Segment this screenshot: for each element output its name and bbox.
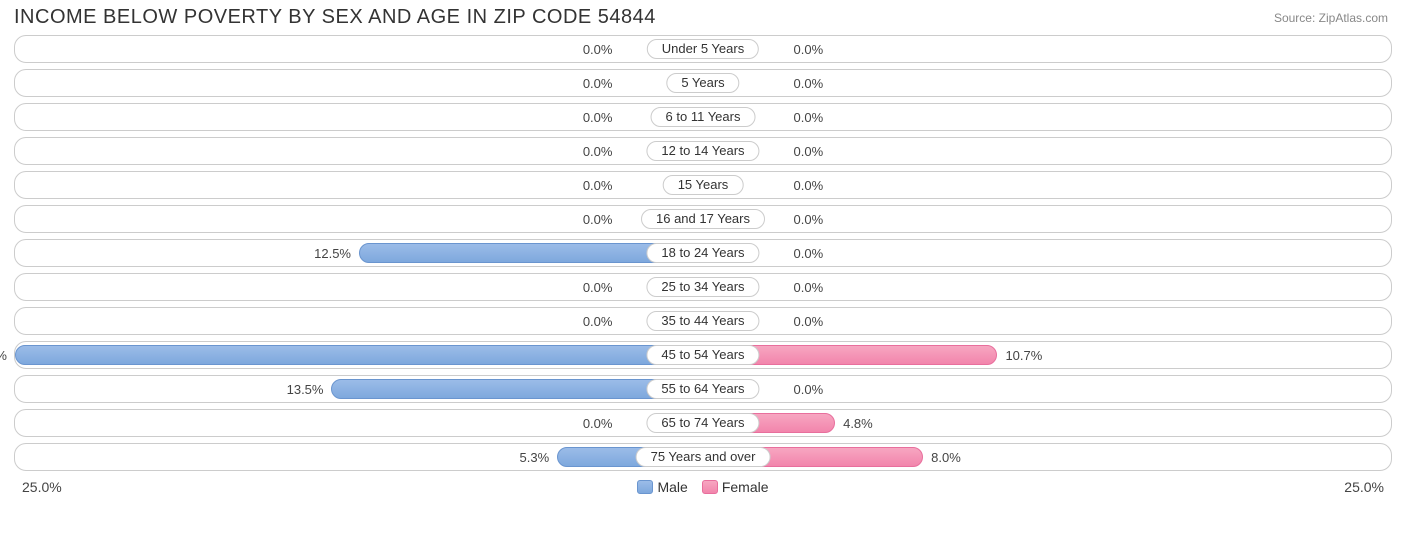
female-value: 0.0% (786, 104, 824, 130)
female-value: 8.0% (923, 444, 961, 470)
male-value: 0.0% (583, 70, 621, 96)
male-value: 25.0% (0, 342, 15, 368)
chart-row: 0.0% 0.0% Under 5 Years (14, 35, 1392, 63)
male-bar (15, 345, 703, 365)
legend-female-label: Female (722, 479, 769, 495)
category-label: 6 to 11 Years (651, 107, 756, 127)
chart-area: 0.0%0.0%Under 5 Years0.0%0.0%5 Years0.0%… (0, 31, 1406, 471)
female-value: 0.0% (786, 274, 824, 300)
chart-title: INCOME BELOW POVERTY BY SEX AND AGE IN Z… (14, 6, 656, 29)
male-value: 0.0% (583, 308, 621, 334)
male-value: 0.0% (583, 104, 621, 130)
legend-female: Female (702, 479, 769, 495)
axis-left-max: 25.0% (22, 479, 62, 495)
category-label: 5 Years (666, 73, 739, 93)
female-swatch-icon (702, 480, 718, 494)
category-label: 18 to 24 Years (646, 243, 759, 263)
female-value: 0.0% (786, 138, 824, 164)
male-value: 0.0% (583, 138, 621, 164)
chart-row: 25.0%10.7%45 to 54 Years (14, 341, 1392, 369)
chart-row: 0.0% 0.0% 15 Years (14, 171, 1392, 199)
female-value: 0.0% (786, 240, 824, 266)
male-value: 0.0% (583, 274, 621, 300)
chart-row: 5.3% 8.0% 75 Years and over (14, 443, 1392, 471)
male-value: 13.5% (287, 376, 332, 402)
category-label: 55 to 64 Years (646, 379, 759, 399)
female-value: 10.7% (997, 342, 1042, 368)
chart-row: 0.0% 0.0% 5 Years (14, 69, 1392, 97)
chart-row: 0.0% 4.8% 65 to 74 Years (14, 409, 1392, 437)
male-value: 0.0% (583, 206, 621, 232)
chart-source: Source: ZipAtlas.com (1274, 11, 1388, 25)
male-value: 5.3% (520, 444, 558, 470)
chart-row: 0.0% 0.0% 25 to 34 Years (14, 273, 1392, 301)
category-label: 35 to 44 Years (646, 311, 759, 331)
female-value: 0.0% (786, 376, 824, 402)
chart-row: 0.0% 0.0% 12 to 14 Years (14, 137, 1392, 165)
female-value: 4.8% (835, 410, 873, 436)
female-value: 0.0% (786, 70, 824, 96)
chart-row: 13.5% 0.0% 55 to 64 Years (14, 375, 1392, 403)
male-value: 0.0% (583, 172, 621, 198)
chart-footer: 25.0% Male Female 25.0% (0, 477, 1406, 495)
category-label: 75 Years and over (636, 447, 771, 467)
male-swatch-icon (637, 480, 653, 494)
male-value: 12.5% (314, 240, 359, 266)
female-value: 0.0% (786, 172, 824, 198)
female-value: 0.0% (786, 36, 824, 62)
category-label: 15 Years (663, 175, 744, 195)
category-label: 25 to 34 Years (646, 277, 759, 297)
chart-row: 0.0% 0.0% 6 to 11 Years (14, 103, 1392, 131)
category-label: 65 to 74 Years (646, 413, 759, 433)
female-value: 0.0% (786, 308, 824, 334)
category-label: 16 and 17 Years (641, 209, 765, 229)
chart-header: INCOME BELOW POVERTY BY SEX AND AGE IN Z… (0, 0, 1406, 31)
category-label: 45 to 54 Years (646, 345, 759, 365)
legend: Male Female (637, 479, 768, 495)
legend-male-label: Male (657, 479, 687, 495)
male-value: 0.0% (583, 36, 621, 62)
chart-row: 12.5% 0.0% 18 to 24 Years (14, 239, 1392, 267)
chart-row: 0.0% 0.0% 16 and 17 Years (14, 205, 1392, 233)
axis-right-max: 25.0% (1344, 479, 1384, 495)
chart-row: 0.0% 0.0% 35 to 44 Years (14, 307, 1392, 335)
legend-male: Male (637, 479, 687, 495)
category-label: 12 to 14 Years (646, 141, 759, 161)
category-label: Under 5 Years (647, 39, 759, 59)
female-value: 0.0% (786, 206, 824, 232)
male-value: 0.0% (583, 410, 621, 436)
